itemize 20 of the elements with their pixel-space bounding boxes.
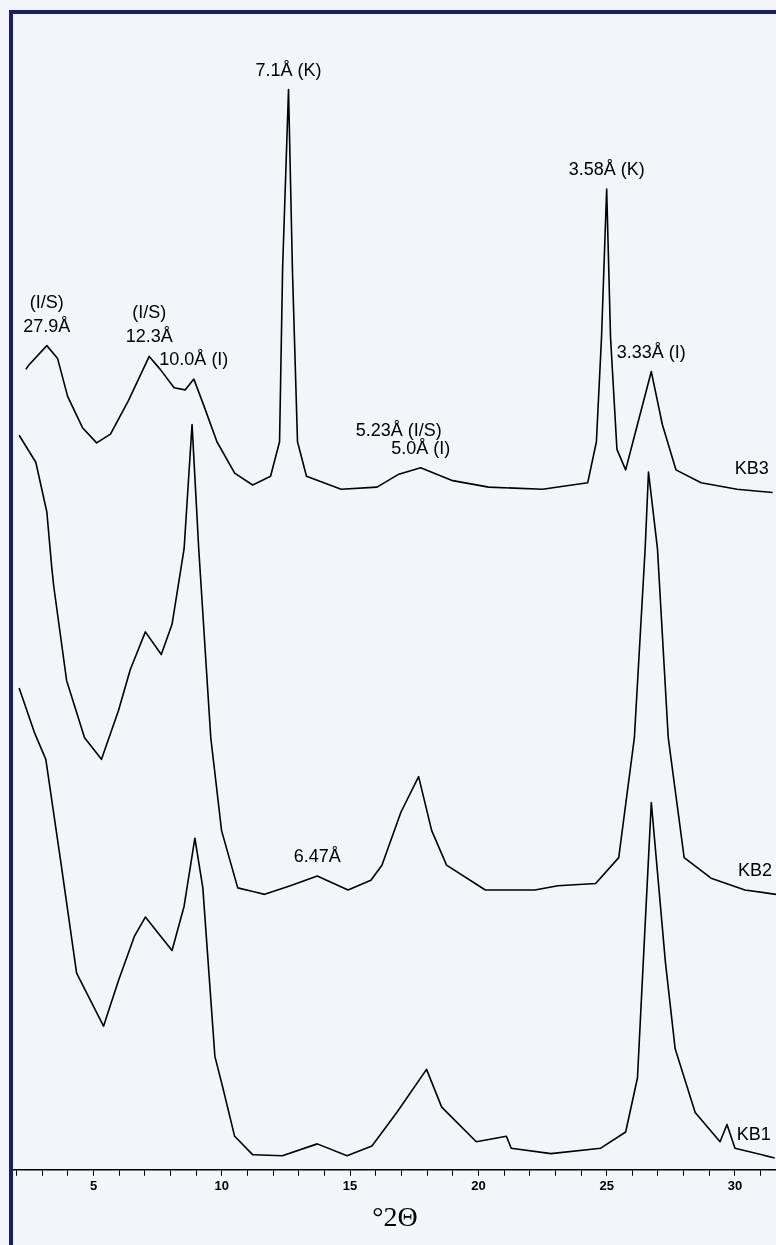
x-tick-label: 25 [599, 1178, 614, 1194]
x-tick-label: 10 [214, 1178, 230, 1194]
series-label: KB3 [734, 458, 769, 479]
annotation: 10.0Å (I) [159, 349, 229, 370]
series-label: KB2 [737, 860, 772, 881]
annotation: 3.58Å (K) [568, 158, 645, 179]
annotation: 5.23Å (I/S) [355, 420, 442, 441]
annotation: 12.3Å [125, 326, 173, 347]
x-axis-title: °2Θ [372, 1200, 418, 1232]
x-tick-label: 30 [727, 1178, 743, 1194]
x-tick-label: 20 [471, 1178, 486, 1194]
x-tick-label: 15 [342, 1178, 358, 1194]
annotation: 6.47Å [293, 845, 341, 866]
annotation: (I/S) [132, 302, 167, 323]
annotation: 3.33Å (I) [616, 341, 686, 362]
annotation: 27.9Å [23, 315, 71, 336]
x-tick-label: 5 [89, 1178, 98, 1194]
annotation: (I/S) [29, 291, 64, 312]
annotation: 7.1Å (K) [255, 59, 322, 80]
series-label: KB1 [736, 1123, 771, 1144]
